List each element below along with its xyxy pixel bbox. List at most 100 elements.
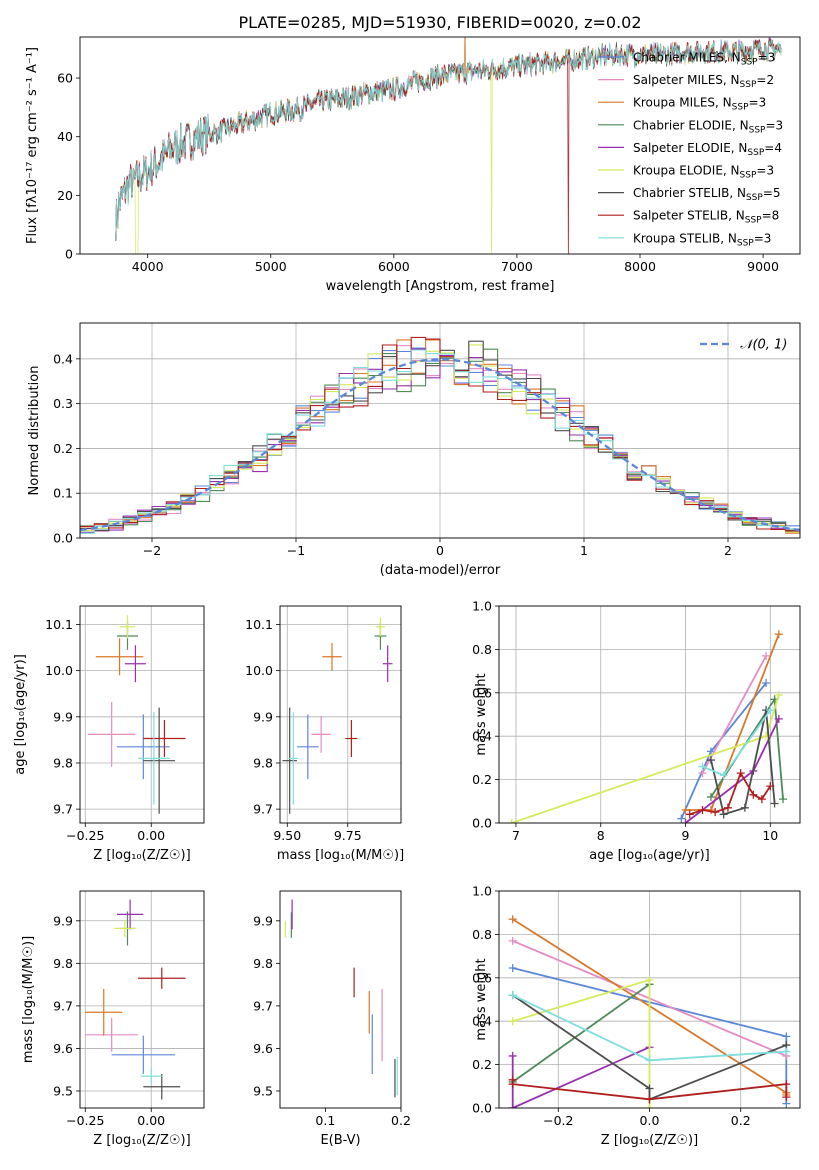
marker-kroupa-stelib xyxy=(782,1047,791,1056)
legend-label-chabrier-stelib: Chabrier STELIB, NSSP=5 xyxy=(633,186,781,203)
histogram-kroupa-stelib xyxy=(80,349,800,534)
y-tick-label: 9.9 xyxy=(53,709,73,724)
marker-kroupa-stelib xyxy=(645,1056,654,1065)
marker-chabrier-stelib xyxy=(706,756,715,765)
x-axis-label: (data-model)/error xyxy=(380,563,501,578)
axes-frame xyxy=(279,605,402,824)
weight-lines xyxy=(507,630,788,823)
marker-chabrier-stelib xyxy=(719,810,728,819)
marker-chabrier-miles xyxy=(677,814,686,823)
marker-salpeter-elodie xyxy=(508,1051,517,1060)
errorbars xyxy=(282,617,393,814)
y-tick-label: 0.0 xyxy=(472,816,492,831)
y-tick-label: 0 xyxy=(65,247,73,262)
marker-salpeter-stelib xyxy=(508,1080,517,1089)
histograms xyxy=(80,336,800,534)
panel-age-vs-mass: 9.50 9.75 9.7 9.8 9.9 10.0 10.1 mass [log₁₀(M/M… xyxy=(245,605,404,863)
y-tick-label: 0.6 xyxy=(472,685,492,700)
x-axis-label: Z [log₁₀(Z/Z☉)] xyxy=(93,848,190,863)
axes-frame xyxy=(498,890,801,1109)
gaussian-curve xyxy=(80,358,800,532)
axes-frame xyxy=(79,890,205,1109)
y-tick-label: 9.8 xyxy=(253,755,273,770)
marker-salpeter-stelib xyxy=(645,1095,654,1104)
x-tick-label: 8 xyxy=(597,828,605,843)
x-tick-label: 9 xyxy=(682,828,690,843)
legend-label-chabrier-miles: Chabrier MILES, NSSP=3 xyxy=(633,51,775,68)
x-tick-label: 9.50 xyxy=(273,828,301,843)
y-tick-label: 9.7 xyxy=(53,802,73,817)
y-tick-label: 40 xyxy=(57,129,73,144)
histogram-salpeter-stelib xyxy=(80,336,800,532)
y-tick-label: 9.6 xyxy=(53,1041,73,1056)
y-tick-label: 0.1 xyxy=(53,486,73,501)
x-tick-label: 0.2 xyxy=(731,1113,751,1128)
y-tick-label: 0.8 xyxy=(472,642,492,657)
y-tick-label: 0.8 xyxy=(472,927,492,942)
y-tick-label: 9.9 xyxy=(253,709,273,724)
axes-frame xyxy=(498,605,801,824)
marker-kroupa-elodie xyxy=(774,690,783,699)
x-tick-label: 0.1 xyxy=(315,1113,335,1128)
y-tick-label: 0.2 xyxy=(472,1057,492,1072)
x-tick-label: −0.25 xyxy=(66,1113,104,1128)
marker-salpeter-stelib xyxy=(698,805,707,814)
y-tick-label: 1.0 xyxy=(472,599,492,614)
y-axis-label: age [log₁₀(age/yr)] xyxy=(13,654,28,775)
panel-residuals: −2 −1 0 1 2 0.0 0.1 0.2 0.3 0.4 (data-model)/error… xyxy=(27,322,801,578)
y-tick-label: 0.4 xyxy=(472,729,492,744)
series-line-kroupa-miles xyxy=(685,633,780,811)
axes-frame xyxy=(79,322,801,539)
y-tick-label: 9.5 xyxy=(253,1083,273,1098)
x-tick-label: 0.00 xyxy=(137,1113,165,1128)
marker-salpeter-stelib xyxy=(711,808,720,817)
y-tick-label: 9.8 xyxy=(53,755,73,770)
marker-chabrier-stelib xyxy=(770,799,779,808)
x-tick-label: 6000 xyxy=(378,259,410,274)
y-tick-label: 0.6 xyxy=(472,970,492,985)
marker-kroupa-stelib xyxy=(508,991,517,1000)
x-tick-label: 0.0 xyxy=(640,1113,660,1128)
marker-kroupa-miles xyxy=(774,630,783,639)
y-tick-label: 0.3 xyxy=(53,396,73,411)
series-line-salpeter-elodie xyxy=(684,718,780,823)
x-tick-label: 0 xyxy=(436,543,444,558)
marker-salpeter-elodie xyxy=(774,714,783,723)
marker-kroupa-elodie xyxy=(645,975,654,984)
x-tick-label: 7000 xyxy=(501,259,533,274)
panel-weight-vs-age: 7 8 9 10 0.0 0.2 0.4 0.6 0.8 1.0 age [log₁₀(age/yr… xyxy=(472,599,801,863)
y-tick-label: 0.2 xyxy=(472,772,492,787)
marker-salpeter-stelib xyxy=(749,790,758,799)
legend-label-chabrier-elodie: Chabrier ELODIE, NSSP=3 xyxy=(633,118,783,135)
marker-kroupa-miles xyxy=(508,915,517,924)
x-tick-label: −0.25 xyxy=(66,828,104,843)
spectrum-line-kroupa-stelib xyxy=(115,39,782,241)
marker-kroupa-miles xyxy=(681,805,690,814)
y-tick-label: 10.1 xyxy=(245,617,273,632)
y-axis-label: Flux [fλ10⁻¹⁷ erg cm⁻² s⁻¹ A⁻¹] xyxy=(25,47,40,244)
y-axis-label: mass weight xyxy=(474,958,489,1040)
x-axis-label: Z [log₁₀(Z/Z☉)] xyxy=(601,1133,698,1148)
legend-label-kroupa-miles: Kroupa MILES, NSSP=3 xyxy=(633,96,766,113)
errorbars xyxy=(284,899,398,1098)
panel-age-vs-Z: −0.25 0.00 9.7 9.8 9.9 10.0 10.1 Z [log₁₀(Z/Z☉)… xyxy=(13,605,205,863)
marker-kroupa-stelib xyxy=(766,706,775,715)
y-tick-label: 0.4 xyxy=(472,1014,492,1029)
marker-salpeter-stelib xyxy=(736,769,745,778)
x-tick-label: 8000 xyxy=(624,259,656,274)
marker-kroupa-stelib xyxy=(719,771,728,780)
spectrum-lines xyxy=(115,37,782,254)
marker-salpeter-stelib xyxy=(757,795,766,804)
y-tick-label: 9.7 xyxy=(53,998,73,1013)
x-tick-label: 4000 xyxy=(132,259,164,274)
marker-kroupa-elodie xyxy=(508,1017,517,1026)
x-tick-label: 0.00 xyxy=(137,828,165,843)
gaussian-legend-label: 𝒩(0, 1) xyxy=(740,338,787,353)
y-axis-label: Normed distribution xyxy=(27,366,42,496)
errorbars xyxy=(85,899,186,1100)
x-tick-label: 2 xyxy=(724,543,732,558)
marker-kroupa-stelib xyxy=(698,762,707,771)
x-tick-label: 9000 xyxy=(747,259,779,274)
marker-chabrier-miles xyxy=(782,1032,791,1041)
